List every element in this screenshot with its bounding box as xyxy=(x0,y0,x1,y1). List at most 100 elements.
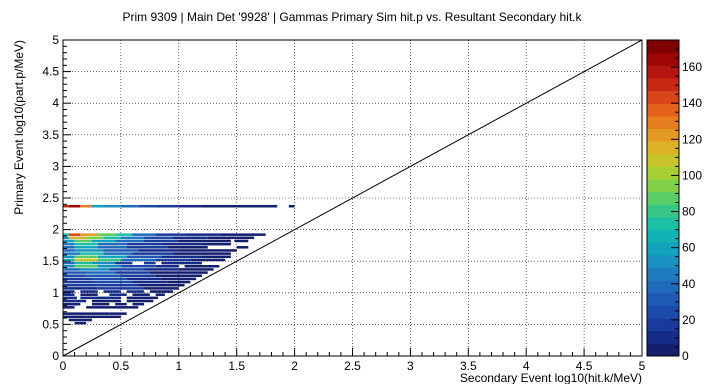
heatmap-cell xyxy=(132,252,174,255)
colorbar-tick-label: 100 xyxy=(682,168,702,182)
heatmap-cell xyxy=(91,299,121,303)
colorbar-segment xyxy=(647,254,679,269)
heatmap-cell xyxy=(63,296,77,300)
colorbar-segment xyxy=(647,343,679,357)
heatmap-cell xyxy=(149,271,208,274)
heatmap-cell xyxy=(63,249,75,252)
heatmap-cell xyxy=(126,296,158,300)
heatmap-cell xyxy=(63,293,75,296)
heatmap-cell xyxy=(138,283,185,287)
x-tick-label: 4 xyxy=(523,359,530,373)
x-tick-label: 3 xyxy=(407,359,414,373)
colorbar-segment xyxy=(647,267,679,281)
colorbar-segment xyxy=(647,65,679,79)
heatmap-cell xyxy=(120,204,139,208)
heatmap-cell xyxy=(109,268,145,271)
heatmap-cell xyxy=(201,242,231,246)
heatmap-cell xyxy=(236,246,249,249)
heatmap-cell xyxy=(63,290,75,293)
heatmap-cell xyxy=(178,268,214,271)
heatmap-cell xyxy=(63,268,81,271)
x-tick-label: 4.5 xyxy=(576,359,593,373)
heatmap-cell xyxy=(144,287,179,290)
heatmap-cell xyxy=(80,233,98,236)
x-axis-label: Secondary Event log10(hit.k/MeV) xyxy=(460,371,642,384)
heatmap-cell xyxy=(63,236,69,240)
heatmap-cell xyxy=(126,277,162,281)
colorbar-segment xyxy=(647,90,679,104)
x-tick-label: 5 xyxy=(639,359,646,373)
heatmap-cell xyxy=(74,249,104,252)
heatmap-cell xyxy=(74,258,98,262)
heatmap-cell xyxy=(173,252,231,255)
heatmap-cell xyxy=(236,204,278,208)
y-tick-label: 4.5 xyxy=(42,65,59,79)
heatmap-cell xyxy=(63,258,75,262)
heatmap-cell xyxy=(178,239,231,243)
heatmap-cell xyxy=(91,280,133,284)
heatmap-cell xyxy=(86,271,116,274)
heatmap-cell xyxy=(91,277,127,281)
heatmap-cell xyxy=(97,283,139,287)
colorbar-segment xyxy=(647,216,679,231)
heatmap-cell xyxy=(63,233,69,236)
heatmap-cell xyxy=(97,255,127,259)
heatmap-cell xyxy=(97,264,121,268)
colorbar-segment xyxy=(647,128,679,142)
heatmap-cell xyxy=(63,302,81,306)
heatmap-cell xyxy=(74,246,98,249)
heatmap-cell xyxy=(155,264,179,268)
heatmap-cell xyxy=(63,280,92,284)
heatmap-cell xyxy=(68,318,92,322)
heatmap-cell xyxy=(63,204,69,208)
heatmap-cell xyxy=(173,236,208,240)
heatmap-cell xyxy=(74,312,110,315)
heatmap-cell xyxy=(155,233,185,236)
y-tick-label: 0 xyxy=(52,349,59,363)
heatmap-cell xyxy=(120,264,156,268)
heatmap-cell xyxy=(63,264,75,268)
heatmap-cell xyxy=(178,204,202,208)
heatmap-cell xyxy=(132,233,156,236)
heatmap-cell xyxy=(86,236,104,240)
colorbar-segment xyxy=(647,115,679,129)
colorbar: 0 20 40 60 80 100 120 140 160 xyxy=(646,39,702,363)
heatmap-cell xyxy=(91,239,116,243)
colorbar-tick-label: 20 xyxy=(682,313,696,327)
heatmap-cell xyxy=(132,302,145,306)
heatmap-cell xyxy=(63,312,75,315)
heatmap-cell xyxy=(91,204,104,208)
heatmap-cell xyxy=(144,239,179,243)
heatmap-cell xyxy=(80,268,110,271)
heatmap-cell xyxy=(138,249,179,252)
heatmap-cell xyxy=(86,315,121,319)
heatmap-cell xyxy=(161,255,202,259)
heatmap-cell xyxy=(115,261,133,265)
colorbar-tick-label: 80 xyxy=(682,205,696,219)
colorbar-segment xyxy=(647,179,679,193)
y-tick-label: 4 xyxy=(52,96,59,110)
heatmap-cell xyxy=(126,290,145,293)
heatmap-cell xyxy=(115,302,127,306)
heatmap-cell xyxy=(97,242,127,246)
heatmap-cell xyxy=(80,252,104,255)
heatmap-cell xyxy=(236,236,255,240)
colorbar-segment xyxy=(647,103,679,117)
heatmap-cell xyxy=(184,264,220,268)
heatmap-cell xyxy=(103,252,133,255)
heatmap-cell xyxy=(120,274,156,277)
heatmap-cell xyxy=(63,283,98,287)
heatmap-cell xyxy=(103,236,121,240)
heatmap-cell xyxy=(63,277,92,281)
heatmap-cell xyxy=(91,302,110,306)
colorbar-segment xyxy=(647,77,679,92)
heatmap-cell xyxy=(63,299,87,303)
heatmap-cell xyxy=(74,261,92,265)
heatmap-cell xyxy=(184,233,220,236)
heatmap-cell xyxy=(126,246,168,249)
heatmap-cell xyxy=(97,287,145,290)
heatmap-cell xyxy=(63,246,75,249)
heatmap-cell xyxy=(201,204,237,208)
heatmap-cell xyxy=(161,242,202,246)
heatmap-cell xyxy=(109,312,127,315)
